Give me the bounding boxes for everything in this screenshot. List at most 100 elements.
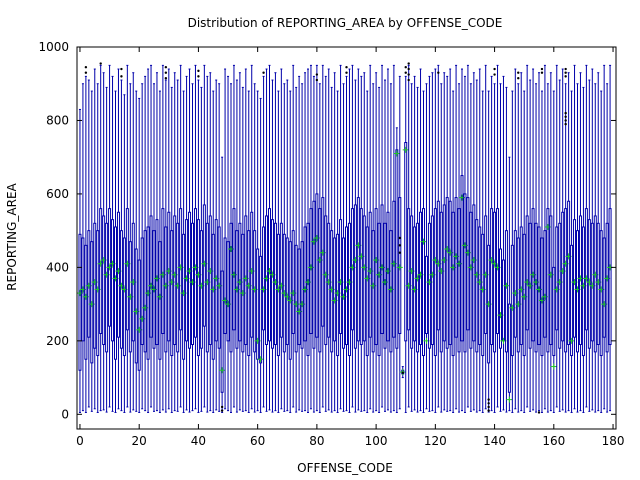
box-5 (91, 68, 98, 410)
box-129 (459, 68, 465, 412)
box-161 (553, 64, 560, 408)
box-body (587, 219, 591, 349)
box-172 (586, 79, 593, 412)
box-75 (299, 83, 306, 412)
box-61 (257, 97, 264, 413)
box-body (315, 193, 319, 338)
box-22 (142, 75, 149, 412)
box-149 (518, 72, 525, 412)
outlier-point (164, 71, 168, 74)
box-body (300, 241, 304, 349)
box-114 (414, 86, 421, 413)
box-body (321, 197, 325, 327)
box-body (294, 244, 298, 353)
box-168 (574, 83, 581, 413)
box-170 (580, 86, 587, 413)
outlier-point (164, 77, 168, 80)
box-body (513, 230, 517, 338)
box-body (380, 204, 384, 334)
box-37 (186, 68, 193, 413)
box-body (463, 193, 467, 353)
box-69 (281, 83, 288, 412)
box-82 (319, 64, 326, 408)
box-171 (583, 64, 590, 408)
box-81 (316, 83, 323, 413)
box-0 (76, 108, 83, 413)
box-body (161, 208, 165, 334)
box-body (584, 208, 588, 331)
box-body (297, 248, 301, 346)
box-body (111, 219, 115, 342)
outlier-point (220, 409, 224, 412)
box-body (191, 222, 194, 346)
outlier-point (407, 67, 410, 71)
box-25 (151, 83, 157, 412)
box-98 (367, 64, 374, 410)
box-77 (305, 68, 311, 413)
box-126 (450, 90, 457, 413)
box-152 (527, 79, 534, 412)
x-tick-label: 40 (191, 434, 206, 448)
x-tick-label: 100 (365, 434, 388, 448)
box-body (522, 233, 526, 357)
box-67 (275, 90, 282, 413)
box-127 (453, 64, 460, 410)
y-axis-label: REPORTING_AREA (5, 182, 19, 290)
box-body (208, 215, 212, 346)
box-178 (604, 83, 611, 413)
box-body (570, 244, 574, 357)
box-body (143, 230, 147, 353)
box-body (593, 215, 597, 353)
box-body (581, 226, 585, 357)
box-79 (310, 75, 317, 413)
box-body (552, 266, 556, 357)
box-165 (565, 72, 572, 412)
box-body (386, 211, 390, 342)
box-body (564, 208, 568, 353)
box-30 (165, 68, 172, 410)
box-body (549, 215, 553, 346)
outlier-point (407, 73, 410, 76)
box-body (250, 211, 254, 338)
x-tick-label: 160 (542, 434, 565, 448)
box-body (413, 226, 417, 342)
box-body (188, 211, 192, 349)
box-body (383, 222, 387, 349)
box-body (365, 226, 369, 357)
box-body (356, 197, 360, 342)
box-body (404, 142, 408, 342)
box-3 (85, 79, 92, 408)
x-tick-label: 180 (602, 434, 625, 448)
box-65 (269, 79, 276, 413)
box-body (466, 197, 470, 331)
box-147 (512, 68, 519, 410)
box-body (439, 211, 443, 353)
box-body (158, 241, 162, 360)
outlier-point (404, 71, 407, 74)
box-body (155, 219, 159, 346)
box-8 (100, 72, 107, 411)
box-154 (533, 83, 540, 413)
box-155 (536, 72, 542, 414)
box-84 (325, 68, 332, 411)
box-16 (124, 64, 131, 408)
outlier-point (84, 66, 88, 69)
box-body (93, 222, 97, 349)
box-123 (441, 72, 448, 411)
box-body (312, 200, 316, 349)
box-10 (106, 64, 113, 408)
box-38 (189, 83, 196, 412)
box-100 (373, 72, 380, 412)
box-135 (476, 68, 483, 412)
box-108 (396, 75, 403, 410)
box-76 (302, 72, 309, 412)
x-tick-label: 20 (132, 434, 147, 448)
box-89 (340, 83, 347, 412)
box-148 (515, 71, 522, 413)
box-body (427, 222, 431, 349)
box-body (478, 226, 482, 346)
box-body (525, 215, 529, 331)
box-110 (402, 66, 409, 413)
box-body (220, 270, 224, 393)
outlier-point (404, 66, 407, 69)
